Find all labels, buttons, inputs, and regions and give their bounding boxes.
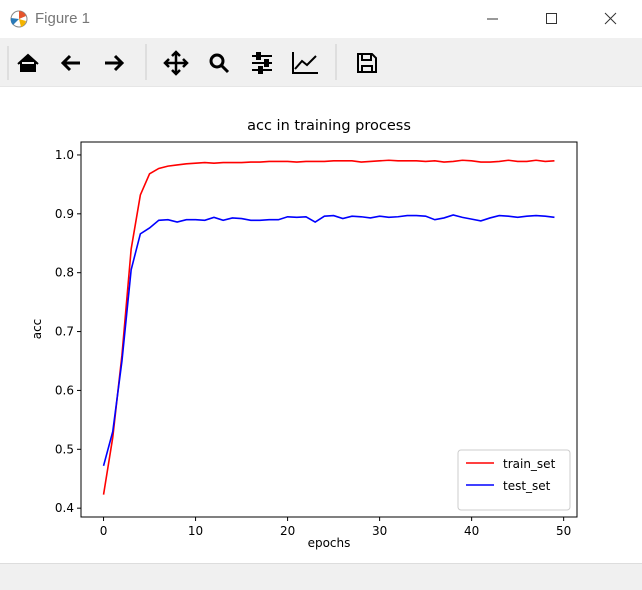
y-tick-label: 0.8 (55, 266, 74, 280)
x-tick-label: 50 (556, 524, 571, 538)
x-tick-label: 20 (280, 524, 295, 538)
pan-button[interactable] (163, 50, 189, 76)
legend: train_set test_set (457, 449, 571, 511)
x-tick-label: 40 (464, 524, 479, 538)
save-button[interactable] (357, 53, 377, 73)
x-tick-label: 0 (100, 524, 108, 538)
axes-frame (80, 141, 578, 518)
legend-box (457, 449, 571, 511)
data-line (102, 159, 555, 495)
window-title: Figure 1 (35, 10, 91, 27)
zoom-button[interactable] (209, 53, 230, 74)
forward-button[interactable] (105, 54, 125, 72)
title-bar: Figure 1 (0, 0, 642, 38)
x-axis-label: epochs (308, 536, 351, 550)
back-button[interactable] (60, 54, 80, 72)
y-tick-label: 0.7 (55, 325, 74, 339)
configure-button[interactable] (252, 52, 272, 74)
y-tick-label: 0.6 (55, 383, 74, 397)
toolbar-icons (7, 44, 377, 80)
status-bar (0, 563, 642, 590)
chart-title: acc in training process (247, 118, 411, 134)
edit-axis-button[interactable] (292, 52, 318, 74)
x-tick-label: 10 (188, 524, 203, 538)
y-tick-label: 0.9 (55, 207, 74, 221)
legend-label: train_set (503, 457, 556, 471)
y-tick-label: 1.0 (55, 148, 74, 162)
x-tick-label: 30 (372, 524, 387, 538)
app-icon (10, 10, 28, 28)
legend-label: test_set (503, 479, 551, 493)
maximize[interactable] (546, 13, 557, 24)
home-button[interactable] (17, 53, 39, 72)
close[interactable] (604, 12, 617, 25)
toolbar (0, 38, 642, 87)
y-axis-label: acc (30, 319, 44, 340)
chart: acc in training process epochs acc 0 10 20… (30, 118, 578, 550)
y-tick-label: 0.5 (55, 442, 74, 456)
window-controls (487, 12, 617, 25)
y-tick-label: 0.4 (55, 501, 74, 515)
data-line (102, 214, 555, 466)
